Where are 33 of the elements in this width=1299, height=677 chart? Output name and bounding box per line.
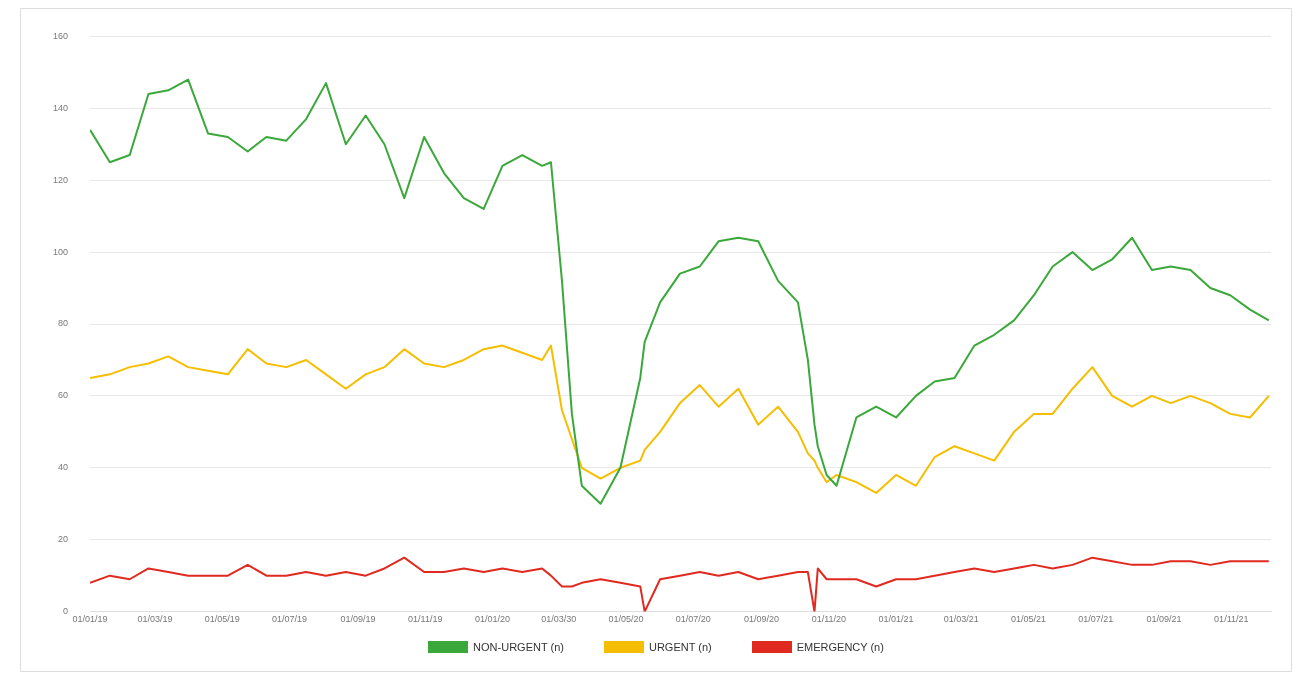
x-tick-label: 01/03/30 <box>541 614 577 625</box>
x-tick-label: 01/01/20 <box>474 614 511 625</box>
x-tick-label: 01/07/21 <box>1078 614 1114 625</box>
x-tick-label: 01/05/19 <box>204 614 240 625</box>
legend-label: NON-URGENT (n) <box>473 641 564 653</box>
x-tick-label: 01/09/20 <box>744 614 780 625</box>
y-tick-label: 60 <box>58 390 69 401</box>
x-tick-label: 01/01/21 <box>878 614 914 625</box>
y-tick-label: 160 <box>52 30 69 41</box>
y-tick-label: 120 <box>52 174 69 185</box>
y-tick-label: 40 <box>58 462 69 473</box>
y-tick-label: 0 <box>63 606 69 617</box>
x-tick-label: 01/09/21 <box>1146 614 1182 625</box>
x-tick-label: 01/01/19 <box>72 614 108 625</box>
legend-item: URGENT (n) <box>603 641 712 653</box>
y-tick-label: 20 <box>58 534 69 545</box>
x-tick-label: 01/03/21 <box>943 614 979 625</box>
x-tick-label: 01/05/20 <box>608 614 644 625</box>
y-tick-label: 140 <box>52 102 69 113</box>
x-tick-label: 01/11/20 <box>811 614 847 625</box>
x-tick-label: 01/11/19 <box>408 614 443 625</box>
legend-label: URGENT (n) <box>648 641 712 653</box>
legend-item: EMERGENCY (n) <box>751 641 884 653</box>
x-tick-label: 01/09/19 <box>340 614 376 625</box>
y-tick-label: 100 <box>52 246 69 257</box>
legend-item: NON-URGENT (n) <box>428 641 564 653</box>
x-tick-label: 01/07/20 <box>675 614 711 625</box>
x-tick-label: 01/05/21 <box>1010 614 1046 625</box>
y-tick-label: 80 <box>58 318 69 329</box>
x-tick-label: 01/07/19 <box>272 614 308 625</box>
legend-label: EMERGENCY (n) <box>796 641 884 653</box>
x-tick-label: 01/03/19 <box>137 614 173 625</box>
x-tick-label: 01/11/21 <box>1214 614 1249 625</box>
